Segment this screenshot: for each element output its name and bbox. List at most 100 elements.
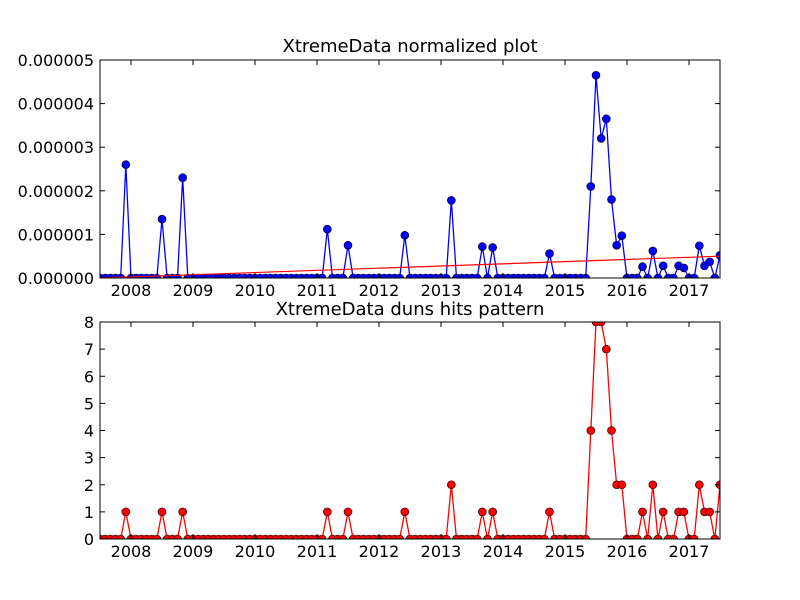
normalized-plot-ticks: 2008 2009 2010 2011 2012 2013 2014 2015 2016 2017… [18,51,720,300]
x-tick-label: 2011 [297,542,338,561]
data-point [488,243,497,252]
x-tick-label: 2013 [421,281,462,300]
data-point [395,534,404,539]
data-point [447,480,456,490]
duns-hits-plot: 2008 2009 2010 2011 2012 2013 2014 2015 2016 2017… [84,299,721,561]
x-tick-label: 2017 [669,281,710,300]
x-tick-label: 2014 [483,281,524,300]
data-point [586,182,596,191]
data-point [483,273,492,278]
x-tick-label: 2016 [607,542,648,561]
data-point [586,426,596,435]
data-point [581,273,590,278]
y-tick-label: 6 [84,367,94,386]
data-point [317,273,327,278]
data-point [653,273,663,278]
data-point [669,534,678,539]
data-point [591,70,601,80]
data-point [343,507,353,517]
x-tick-label: 2017 [669,542,710,561]
x-tick-label: 2015 [545,542,586,561]
data-point [581,534,590,539]
normalized-plot-frame [99,59,721,279]
data-point [638,262,647,271]
data-point [121,507,131,517]
data-point [607,426,616,435]
data-point [705,507,714,517]
data-point [617,480,627,490]
data-point [441,273,451,278]
data-point [317,534,327,539]
data-point [695,241,704,251]
data-point [152,534,162,539]
duns-hits-plot-ticks: 2008 2009 2010 2011 2012 2013 2014 2015 2016 2017… [84,313,720,561]
y-tick-label: 8 [84,313,94,332]
data-point [617,231,627,241]
x-tick-label: 2012 [359,281,400,300]
data-point [545,507,554,517]
data-point [669,273,678,278]
x-tick-label: 2011 [297,281,338,300]
data-point [596,322,606,327]
data-point [658,261,668,271]
data-point [695,480,704,490]
x-tick-label: 2013 [421,542,462,561]
y-tick-label: 0.000005 [18,51,94,70]
y-tick-label: 5 [84,394,94,413]
data-point [679,507,689,517]
x-tick-label: 2015 [545,281,586,300]
y-tick-label: 0.000004 [18,95,94,114]
data-point [679,263,689,273]
data-point [715,251,720,260]
data-point [710,534,720,539]
y-tick-label: 4 [84,422,94,441]
x-tick-label: 2010 [235,542,276,561]
data-point [472,534,482,539]
data-point [483,534,492,539]
y-tick-label: 1 [84,503,94,522]
data-point [157,214,167,224]
data-point [441,534,451,539]
data-point [395,273,404,278]
x-tick-label: 2009 [173,281,214,300]
data-point [472,273,482,278]
data-point [633,534,642,539]
data-point [343,241,353,250]
trend-line [100,255,720,278]
data-point [643,534,652,539]
data-point [643,273,652,278]
y-tick-label: 0.000002 [18,182,94,201]
y-tick-label: 2 [84,476,94,495]
data-point [323,507,332,517]
data-point [447,196,456,205]
data-point [653,534,663,539]
y-tick-label: 0.000003 [18,138,94,157]
data-point [648,246,658,256]
duns-hits-plot-frame [99,321,721,540]
data-point [607,195,616,204]
y-tick-label: 0 [84,530,94,549]
x-tick-label: 2012 [359,542,400,561]
x-tick-label: 2014 [483,542,524,561]
x-tick-label: 2016 [607,281,648,300]
data-point [173,534,182,539]
y-tick-label: 0.000001 [18,225,94,244]
data-point [658,507,668,517]
data-point [116,534,125,539]
data-point [400,230,410,240]
data-point [488,507,497,517]
normalized-plot: XtremeData normalized plot 2008 2009 2010 2… [18,36,721,300]
data-point [178,507,187,517]
data-point [478,507,487,517]
data-point [338,273,348,278]
data-point [157,507,167,517]
y-tick-label: 7 [84,340,94,359]
data-point [478,242,487,251]
data-point [602,344,611,354]
data-point [689,273,699,278]
data-point [633,273,642,278]
x-tick-label: 2008 [111,542,152,561]
data-point [338,534,348,539]
data-point [602,114,611,124]
